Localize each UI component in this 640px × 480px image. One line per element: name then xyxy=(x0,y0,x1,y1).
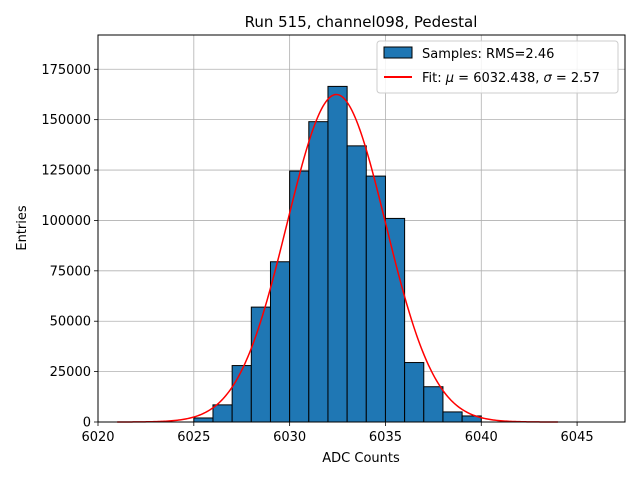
legend-fit-mu-value: = 6032.438, xyxy=(454,71,543,86)
y-axis-label: Entries xyxy=(15,205,30,251)
histogram-bar xyxy=(327,85,348,423)
fit-curve xyxy=(117,93,558,423)
legend-fit-sigma-value: = 2.57 xyxy=(552,71,600,86)
histogram-bar xyxy=(250,306,271,423)
legend-fit-mu: μ xyxy=(445,71,454,86)
x-axis-label: ADC Counts xyxy=(322,451,400,466)
y-tick-label: 75000 xyxy=(50,264,91,279)
histogram-bar xyxy=(346,145,367,423)
histogram-bar xyxy=(212,404,233,423)
histogram-bar xyxy=(269,261,291,423)
legend-box xyxy=(376,40,619,94)
histogram-bars xyxy=(193,85,482,423)
x-tick-label: 6020 xyxy=(81,430,114,445)
histogram-bar xyxy=(193,417,214,423)
chart-title: Run 515, channel098, Pedestal xyxy=(245,13,478,31)
legend-histogram-label: Samples: RMS=2.46 xyxy=(422,47,554,62)
y-tick-label: 50000 xyxy=(50,315,91,330)
plot-frame xyxy=(97,34,626,423)
histogram-bar xyxy=(404,362,425,423)
y-tick-label: 150000 xyxy=(41,113,91,128)
y-tick-label: 125000 xyxy=(41,164,91,179)
histogram-bar xyxy=(289,170,310,423)
y-axis-ticks: 0 25000 50000 75000 100000 125000 150000 175000 xyxy=(41,63,98,431)
x-tick-label: 6040 xyxy=(465,430,498,445)
histogram-bar xyxy=(442,411,463,423)
y-tick-label: 100000 xyxy=(41,214,91,229)
x-tick-label: 6025 xyxy=(177,430,210,445)
legend-fit-label: Fit: μ = 6032.438, σ = 2.57 xyxy=(422,71,600,86)
y-tick-label: 25000 xyxy=(50,365,91,380)
x-tick-label: 6045 xyxy=(561,430,594,445)
legend-histogram-patch xyxy=(383,46,413,59)
legend: Samples: RMS=2.46 Fit: μ = 6032.438, σ =… xyxy=(376,40,619,94)
y-tick-label: 0 xyxy=(83,416,91,431)
histogram-bar xyxy=(384,217,406,423)
histogram-bar xyxy=(423,386,444,423)
histogram-bar xyxy=(308,121,329,423)
x-axis-ticks: 6020 6025 6030 6035 6040 6045 xyxy=(81,422,594,445)
y-tick-label: 175000 xyxy=(41,63,91,78)
histogram-bar xyxy=(231,365,252,423)
legend-fit-sigma: σ xyxy=(544,71,553,86)
x-tick-label: 6035 xyxy=(369,430,402,445)
legend-fit-prefix: Fit: xyxy=(422,71,446,86)
x-tick-label: 6030 xyxy=(273,430,306,445)
